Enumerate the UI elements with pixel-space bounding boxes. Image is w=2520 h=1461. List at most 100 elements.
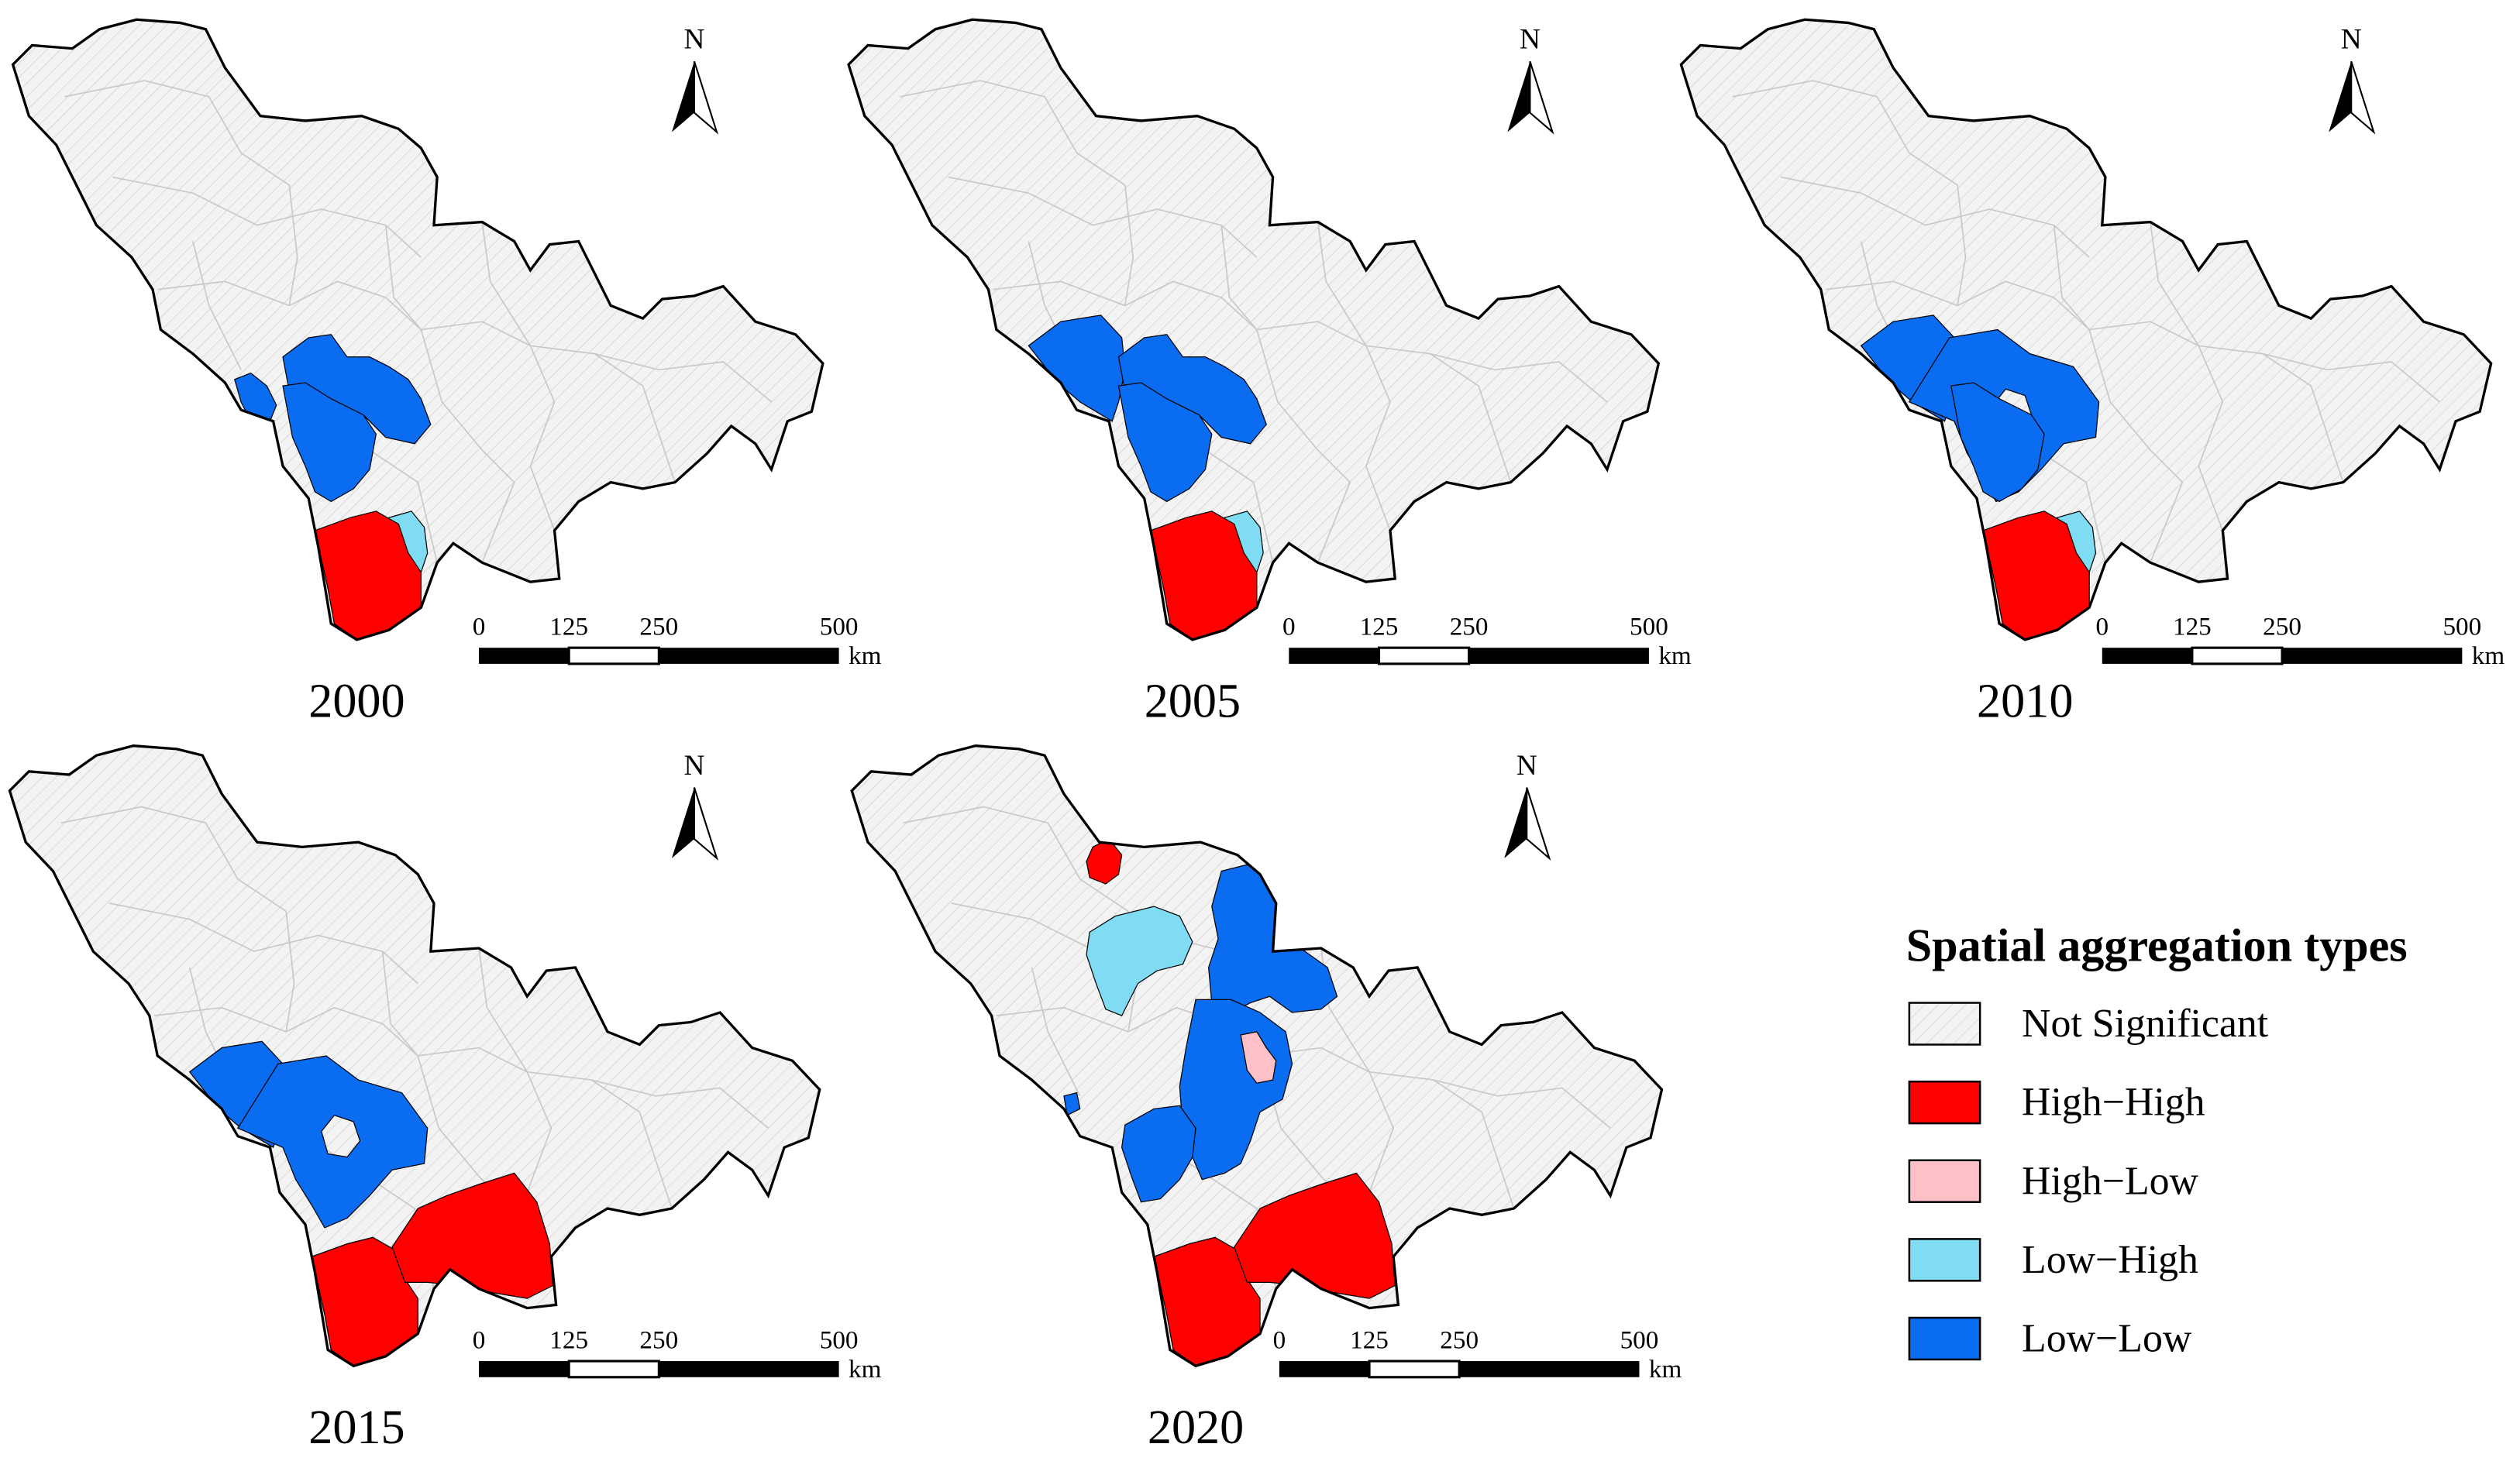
arrow-right-half (1526, 787, 1551, 861)
county-boundary (1430, 352, 1608, 403)
legend-swatch-low-high (1908, 1238, 1981, 1282)
scale-tick-label: 125 (2173, 613, 2212, 641)
cluster-low-low-region (1063, 1091, 1081, 1116)
legend-label: Not Significant (2022, 1002, 2269, 1046)
scale-tick-label: 500 (820, 1325, 859, 1354)
map-year-label: 2010 (1977, 675, 2073, 727)
scale-segment (1289, 648, 1379, 664)
county-boundary (481, 222, 532, 346)
province-outline (849, 19, 1659, 640)
north-label: N (2341, 24, 2362, 56)
cluster-layer (11, 18, 825, 641)
scale-segment (567, 646, 660, 665)
legend-label: Low−Low (2022, 1317, 2192, 1361)
north-label: N (683, 24, 704, 56)
cluster-layer (850, 744, 1664, 1368)
arrow-left-half (1504, 787, 1527, 858)
legend-swatch-not-significant (1908, 1002, 1981, 1046)
county-boundary (591, 1079, 769, 1129)
scale-tick-label: 500 (820, 613, 859, 641)
scale-tick-label: 125 (549, 1325, 588, 1354)
county-boundary (64, 80, 290, 186)
county-boundary (903, 806, 1129, 913)
county-boundary (2053, 225, 2111, 403)
map-year-label: 2000 (308, 675, 405, 727)
north-arrow-icon: N (2329, 24, 2376, 135)
cluster-layer (1679, 18, 2493, 641)
county-boundary (1368, 1071, 1515, 1209)
scale-segment (2102, 648, 2192, 664)
province-fill (9, 745, 820, 1366)
scale-segment (479, 1361, 570, 1377)
scale-segment (1368, 1360, 1461, 1379)
county-boundary (154, 1006, 418, 1057)
province-fill (849, 19, 1659, 640)
county-boundary (2262, 352, 2440, 403)
scale-segment (1468, 648, 1649, 664)
cluster-low-low-region (234, 372, 277, 422)
legend-title: Spatial aggregation types (1906, 920, 2408, 972)
county-boundary (948, 176, 1258, 258)
county-boundary (1365, 345, 1512, 483)
cluster-low-low-region (1950, 382, 2045, 503)
scale-tick-label: 0 (473, 613, 486, 641)
scale-tick-label: 125 (549, 613, 588, 641)
county-boundary (530, 345, 676, 483)
legend-label: High−Low (2022, 1159, 2198, 1203)
cluster-layer (847, 18, 1661, 641)
scale-segment (1377, 646, 1471, 665)
arrow-left-half (671, 787, 694, 858)
scale-segment (2191, 646, 2284, 665)
scale-tick-label: 0 (2095, 613, 2109, 641)
scale-tick-label: 250 (639, 613, 678, 641)
county-boundary (1317, 222, 1367, 346)
county-boundary (1124, 184, 1134, 306)
county-boundary (421, 321, 556, 531)
scale-unit: km (849, 641, 882, 670)
county-boundary (441, 401, 515, 563)
scale-segment (659, 648, 839, 664)
province-fill (1681, 19, 2491, 640)
north-label: N (1516, 750, 1537, 782)
county-boundary (2109, 401, 2184, 563)
legend-swatch-low-low (1908, 1316, 1981, 1361)
cluster-low-low-region (1117, 382, 1213, 503)
cluster-low-low-region (1121, 1105, 1196, 1203)
scale-unit: km (1649, 1355, 1682, 1384)
county-boundary (2198, 345, 2344, 483)
province-border (11, 18, 825, 641)
province-border (1679, 18, 2493, 641)
province-outline (12, 19, 823, 640)
scale-tick-label: 250 (2263, 613, 2301, 641)
legend-swatch-high-high (1908, 1080, 1981, 1125)
legend-swatch-high-low (1908, 1159, 1981, 1203)
county-boundary (1256, 321, 1391, 531)
scale-segment (1279, 1361, 1370, 1377)
county-boundary (527, 1071, 673, 1209)
province-border (8, 744, 821, 1368)
province-border (850, 744, 1664, 1368)
scale-segment (1459, 1361, 1640, 1377)
scale-tick-label: 250 (1450, 613, 1489, 641)
county-boundary (1433, 1079, 1611, 1129)
county-boundary (157, 280, 422, 331)
scale-tick-label: 125 (1350, 1325, 1389, 1354)
county-boundary (192, 241, 242, 370)
legend-items: Not Significant High−High High−Low Low−High… (1908, 1002, 2269, 1361)
legend-label: High−High (2022, 1081, 2205, 1125)
north-label: N (1520, 24, 1541, 56)
map-year-label: 2015 (308, 1401, 405, 1454)
scale-tick-label: 0 (1282, 613, 1296, 641)
cluster-low-low-region (237, 1055, 429, 1229)
north-arrow-icon: N (671, 24, 719, 135)
legend: Spatial aggregation types Not Significan… (1906, 920, 2408, 1361)
legend-label: Low−High (2022, 1238, 2198, 1282)
cluster-high-low-region (1240, 1031, 1277, 1084)
scale-segment (479, 648, 570, 664)
county-boundary (108, 902, 418, 985)
north-arrow-icon: N (1507, 24, 1554, 135)
